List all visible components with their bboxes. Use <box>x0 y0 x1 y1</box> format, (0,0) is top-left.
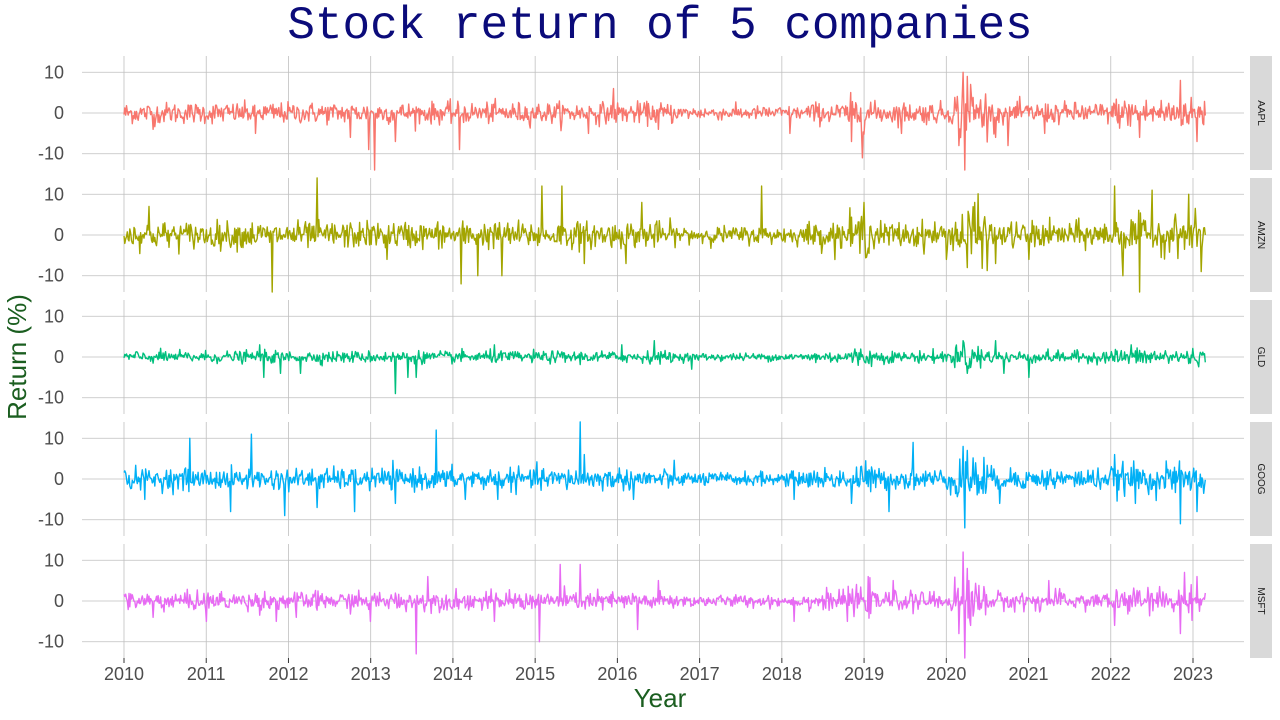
series-line-msft <box>123 551 1206 659</box>
y-tick-label: 0 <box>54 591 64 611</box>
y-tick-label: 10 <box>44 184 64 204</box>
facet-label: AMZN <box>1255 221 1266 249</box>
x-tick-label: 2023 <box>1173 664 1213 684</box>
y-tick-label: 0 <box>54 103 64 123</box>
y-tick-label: 10 <box>44 428 64 448</box>
chart-title: Stock return of 5 companies <box>287 0 1032 52</box>
x-axis-ticks: 2010 2011 2012 2013 2014 2015 2016 2017 2018 2019… <box>104 658 1213 684</box>
facet-panels: 100-10AAPL100-10AMZN100-10GLD100-10GOOG1… <box>38 56 1272 659</box>
y-tick-label: -10 <box>38 266 64 286</box>
y-tick-label: 10 <box>44 62 64 82</box>
series-line-aapl <box>123 71 1206 171</box>
facet-strip <box>1250 544 1272 658</box>
x-tick-label: 2010 <box>104 664 144 684</box>
series-line-gld <box>123 340 1206 395</box>
x-tick-label: 2019 <box>844 664 884 684</box>
x-axis-title: Year <box>634 683 687 713</box>
x-tick-label: 2016 <box>597 664 637 684</box>
y-axis-title: Return (%) <box>2 294 32 420</box>
facet-strip <box>1250 178 1272 292</box>
facet-strip <box>1250 422 1272 536</box>
y-tick-label: 0 <box>54 347 64 367</box>
y-tick-label: 10 <box>44 550 64 570</box>
facet-label: GLD <box>1255 347 1266 368</box>
y-tick-label: -10 <box>38 144 64 164</box>
panel-gld: 10 0 -10 GLD <box>38 300 1272 414</box>
y-tick-label: 10 <box>44 306 64 326</box>
facet-label: GOOG <box>1255 463 1266 494</box>
facet-strip <box>1250 300 1272 414</box>
series-line-goog <box>123 421 1206 529</box>
facet-strip <box>1250 56 1272 170</box>
x-tick-label: 2014 <box>433 664 473 684</box>
panel-msft: 10 0 -10 MSFT <box>38 544 1272 659</box>
x-tick-label: 2012 <box>268 664 308 684</box>
x-tick-label: 2022 <box>1091 664 1131 684</box>
y-tick-label: -10 <box>38 632 64 652</box>
x-tick-label: 2021 <box>1009 664 1049 684</box>
x-tick-label: 2020 <box>926 664 966 684</box>
y-tick-label: 0 <box>54 469 64 489</box>
y-tick-label: -10 <box>38 510 64 530</box>
y-tick-label: -10 <box>38 388 64 408</box>
x-tick-label: 2011 <box>187 664 226 684</box>
x-tick-label: 2015 <box>515 664 555 684</box>
facet-label: MSFT <box>1255 587 1266 614</box>
facet-label: AAPL <box>1255 100 1266 126</box>
y-tick-label: 0 <box>54 225 64 245</box>
x-tick-label: 2013 <box>351 664 391 684</box>
panel-amzn: 10 0 -10 AMZN <box>38 177 1272 293</box>
x-tick-label: 2017 <box>680 664 720 684</box>
panel-goog: 10 0 -10 GOOG <box>38 421 1272 536</box>
panel-aapl: 10 0 -10 AAPL <box>38 56 1272 171</box>
x-tick-label: 2018 <box>762 664 802 684</box>
series-line-amzn <box>123 177 1206 293</box>
